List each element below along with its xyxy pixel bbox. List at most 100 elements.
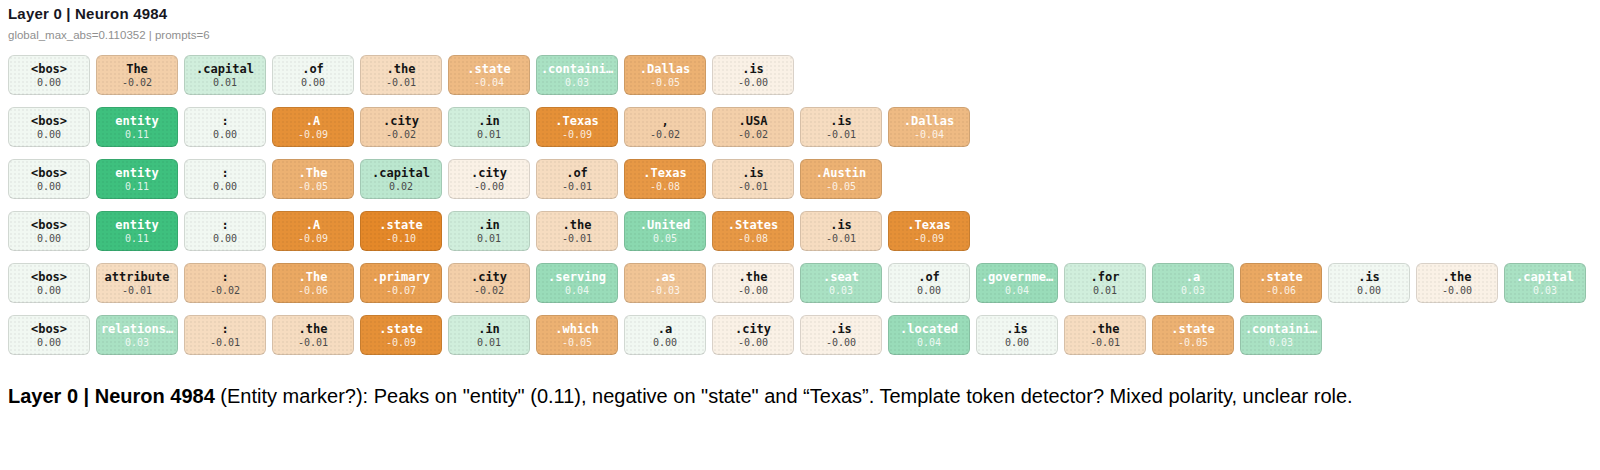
token-cell: .A-0.09 [272, 107, 354, 147]
token-cell: relations…0.03 [96, 315, 178, 355]
token-activation-value: -0.01 [826, 233, 856, 244]
token-cell: .The-0.06 [272, 263, 354, 303]
token-activation-value: -0.08 [738, 233, 768, 244]
token-activation-value: 0.03 [1181, 285, 1205, 296]
token-label: .Texas [643, 167, 686, 180]
token-label: .A [306, 219, 320, 232]
token-cell: .is-0.01 [800, 211, 882, 251]
token-label: : [221, 219, 228, 232]
token-cell: .is-0.00 [712, 55, 794, 95]
token-cell: .the-0.00 [712, 263, 794, 303]
token-activation-value: -0.05 [298, 181, 328, 192]
token-cell: .for0.01 [1064, 263, 1146, 303]
token-label: <bos> [31, 167, 67, 180]
token-activation-value: 0.00 [37, 77, 61, 88]
token-cell: .capital0.03 [1504, 263, 1586, 303]
token-label: .state [467, 63, 510, 76]
token-cell: .containi…0.03 [536, 55, 618, 95]
token-label: .the [387, 63, 416, 76]
token-label: .A [306, 115, 320, 128]
token-activation-value: 0.00 [301, 77, 325, 88]
token-cell: .is0.00 [1328, 263, 1410, 303]
token-activation-value: 0.03 [125, 337, 149, 348]
token-activation-value: 0.03 [1533, 285, 1557, 296]
token-activation-value: 0.00 [37, 129, 61, 140]
token-cell: .containi…0.03 [1240, 315, 1322, 355]
token-activation-value: -0.02 [386, 129, 416, 140]
token-label: .United [640, 219, 691, 232]
token-label: .the [299, 323, 328, 336]
token-cell: .the-0.01 [1064, 315, 1146, 355]
token-cell: .as-0.03 [624, 263, 706, 303]
token-cell: .is-0.00 [800, 315, 882, 355]
token-cell: :-0.02 [184, 263, 266, 303]
token-activation-value: -0.03 [650, 285, 680, 296]
token-label: <bos> [31, 323, 67, 336]
activation-grid: <bos>0.00The-0.02.capital0.01.of0.00.the… [8, 55, 1592, 355]
token-activation-value: 0.04 [917, 337, 941, 348]
token-cell: .the-0.01 [536, 211, 618, 251]
token-activation-value: 0.11 [125, 233, 149, 244]
token-label: <bos> [31, 63, 67, 76]
token-cell: :0.00 [184, 159, 266, 199]
token-cell: .of0.00 [888, 263, 970, 303]
token-label: .city [735, 323, 771, 336]
token-cell: .state-0.10 [360, 211, 442, 251]
token-label: .primary [372, 271, 430, 284]
token-label: .is [830, 323, 852, 336]
token-cell: .The-0.05 [272, 159, 354, 199]
token-activation-value: -0.06 [298, 285, 328, 296]
token-cell: <bos>0.00 [8, 107, 90, 147]
token-activation-value: 0.11 [125, 181, 149, 192]
token-label: <bos> [31, 115, 67, 128]
token-cell: .state-0.09 [360, 315, 442, 355]
token-label: .capital [1516, 271, 1574, 284]
token-cell: :-0.01 [184, 315, 266, 355]
token-activation-value: -0.01 [1090, 337, 1120, 348]
token-cell: .of0.00 [272, 55, 354, 95]
token-cell: .Austin-0.05 [800, 159, 882, 199]
token-label: : [221, 167, 228, 180]
token-cell: entity0.11 [96, 159, 178, 199]
token-activation-value: -0.02 [650, 129, 680, 140]
token-activation-value: -0.01 [562, 181, 592, 192]
token-label: relations… [101, 323, 173, 336]
token-activation-value: -0.01 [122, 285, 152, 296]
token-activation-value: 0.01 [1093, 285, 1117, 296]
token-cell: :0.00 [184, 107, 266, 147]
token-activation-value: -0.05 [826, 181, 856, 192]
token-cell: .seat0.03 [800, 263, 882, 303]
token-label: .Austin [816, 167, 867, 180]
token-label: .of [302, 63, 324, 76]
token-activation-value: 0.00 [213, 129, 237, 140]
token-cell: .States-0.08 [712, 211, 794, 251]
token-activation-value: -0.01 [386, 77, 416, 88]
token-label: .Texas [907, 219, 950, 232]
token-label: entity [115, 167, 158, 180]
token-activation-value: 0.00 [213, 233, 237, 244]
token-cell: entity0.11 [96, 211, 178, 251]
token-activation-value: 0.02 [389, 181, 413, 192]
token-activation-value: 0.11 [125, 129, 149, 140]
token-label: .is [1358, 271, 1380, 284]
token-activation-value: -0.02 [474, 285, 504, 296]
token-activation-value: -0.10 [386, 233, 416, 244]
token-cell: .Dallas-0.04 [888, 107, 970, 147]
token-cell: .is0.00 [976, 315, 1058, 355]
token-cell: .in0.01 [448, 107, 530, 147]
token-activation-value: 0.01 [477, 129, 501, 140]
token-cell: .state-0.04 [448, 55, 530, 95]
token-activation-value: -0.04 [914, 129, 944, 140]
token-activation-value: 0.04 [565, 285, 589, 296]
token-label: .the [1091, 323, 1120, 336]
token-activation-value: -0.05 [1178, 337, 1208, 348]
token-label: .a [1186, 271, 1200, 284]
token-label: .state [379, 219, 422, 232]
token-cell: .is-0.01 [712, 159, 794, 199]
prompt-row: <bos>0.00entity0.11:0.00.A-0.09.state-0.… [8, 211, 1592, 251]
token-label: .The [299, 167, 328, 180]
token-activation-value: -0.05 [562, 337, 592, 348]
token-activation-value: 0.00 [1357, 285, 1381, 296]
token-label: .The [299, 271, 328, 284]
token-label: .of [566, 167, 588, 180]
